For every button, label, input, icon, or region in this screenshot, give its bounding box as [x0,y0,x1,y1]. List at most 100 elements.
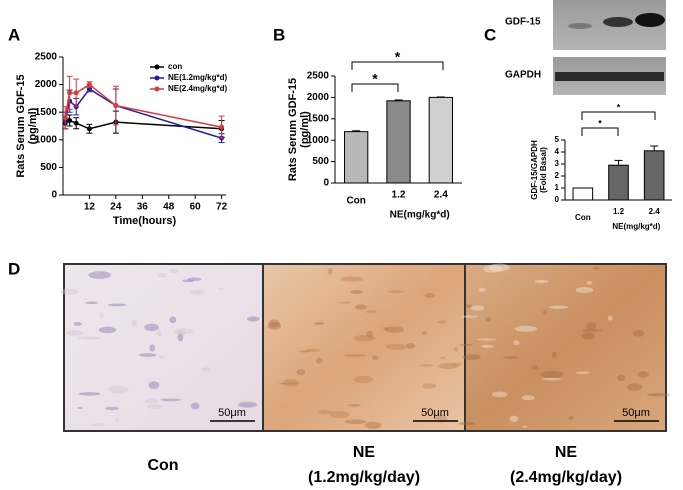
tissue-texture [131,319,138,327]
tissue-texture [531,365,538,371]
tissue-texture [492,391,508,398]
tissue-texture [372,355,379,360]
y-axis-label: Rats Serum GDF-15 [287,78,299,181]
y-tick-label: 1000 [35,134,58,145]
bar [608,164,629,201]
tissue-texture [181,279,194,283]
tissue-texture [514,325,538,332]
x-axis-label: NE(mg/kg*d) [390,210,450,221]
scale-label: 50μm [218,407,246,419]
tissue-texture [78,392,101,396]
y-tick-label: 500 [40,162,57,173]
tissue-texture [85,301,99,305]
y-tick-label: 2 [555,171,560,180]
scale-label: 50μm [421,407,449,419]
significance-mark: * [598,118,602,128]
point [67,117,73,123]
tissue-texture [238,401,258,408]
blot-band [555,72,664,81]
y-tick-label: 1500 [307,113,330,124]
point [73,120,79,126]
tissue-texture [169,316,177,324]
tissue-texture [488,263,510,272]
tissue-texture [522,425,527,428]
tissue-texture [144,398,158,404]
tissue-texture [105,406,119,411]
tissue-texture [99,312,105,319]
tissue-texture [296,368,306,376]
legend-marker [154,64,160,70]
tissue-texture [406,342,415,349]
x-axis-label: Time(hours) [113,215,177,227]
tissue-texture [353,375,374,384]
tissue-texture [148,381,160,390]
y-tick-label: 1500 [35,107,58,118]
tissue-texture [190,402,200,410]
significance-mark: * [395,49,401,65]
legend-marker [154,86,160,92]
tissue-texture [581,332,596,340]
x-tick-label: 1.2 [392,190,406,201]
tissue-texture [339,301,351,304]
tissue-texture [138,353,157,357]
tissue-texture [177,333,184,342]
tissue-texture [354,304,367,310]
tissue-texture [543,310,548,315]
tissue-texture [158,354,165,359]
tissue-texture [575,371,590,375]
tissue-texture [450,362,462,367]
tissue-texture [586,280,593,285]
tissue-texture [552,351,557,359]
point [67,90,73,96]
x-tick-label: 12 [84,202,96,213]
image-label: (2.4mg/kg/day) [510,469,622,486]
blot-label: GDF-15 [505,17,541,28]
x-tick-label: 2.4 [434,190,448,201]
x-tick-label: 1.2 [613,207,625,216]
panel-letter: C [484,25,496,44]
panel-letter: D [8,259,20,278]
y-axis-label: (Fold Basal) [539,147,548,193]
tissue-texture [586,322,597,331]
legend-label: NE(2.4mg/kg*d) [168,84,227,93]
point [62,115,68,121]
y-tick-label: 0 [323,178,329,189]
bar [572,187,594,201]
image [264,265,464,430]
x-tick-label: 24 [110,202,122,213]
tissue-texture [95,271,102,275]
y-tick-label: 2000 [307,92,330,103]
point [86,82,92,88]
bar [643,150,665,201]
tissue-texture [540,370,564,378]
y-tick-label: 2000 [35,79,58,90]
blot-band [635,13,665,27]
tissue-texture [315,357,323,364]
tissue-texture [282,378,299,387]
tissue-texture [509,415,519,422]
image-label: Con [147,457,178,474]
x-tick-label: 60 [190,202,202,213]
tissue-texture [246,316,260,322]
tissue-texture [98,326,117,334]
image [65,265,262,430]
blot-label: GAPDH [505,70,541,81]
tissue-texture [485,317,492,322]
tissue-texture [298,350,310,353]
tissue-texture [344,354,367,357]
tissue-texture [349,290,364,294]
tissue-texture [581,329,603,332]
tissue-texture [383,327,389,330]
point [86,126,92,132]
x-tick-label: 2.4 [649,207,661,216]
tissue-texture [278,382,300,385]
series-line [64,83,222,128]
tissue-texture [189,289,205,295]
x-tick-label: 36 [137,202,149,213]
tissue-texture [470,305,485,311]
y-axis-label: GDF-15/GAPDH [530,140,539,200]
tissue-texture [384,326,404,333]
tissue-texture [502,356,520,359]
tissue-texture [521,395,535,401]
